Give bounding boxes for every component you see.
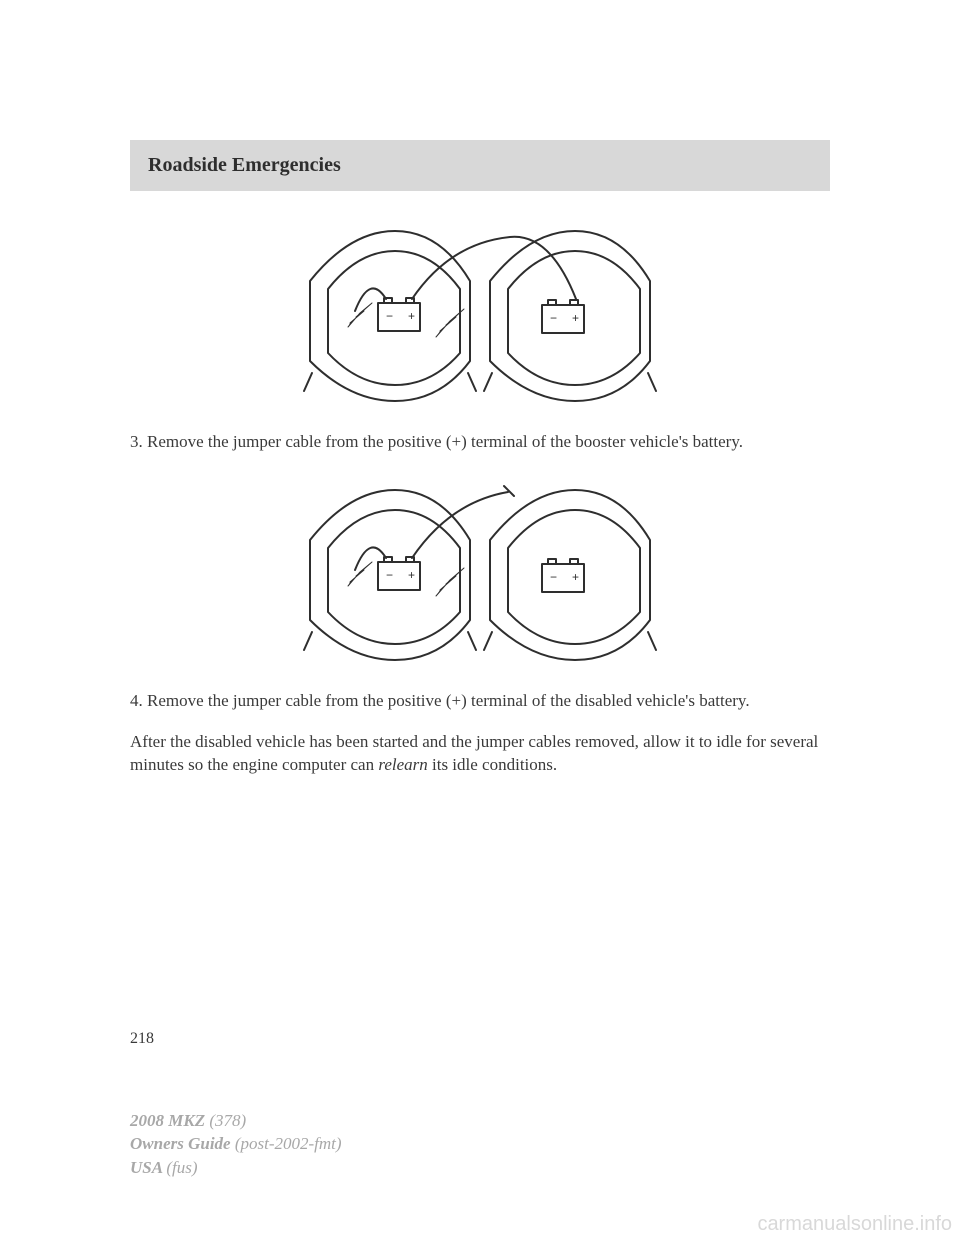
section-title: Roadside Emergencies: [148, 154, 812, 177]
footer-guide: Owners Guide: [130, 1134, 235, 1153]
after-suffix: its idle conditions.: [428, 755, 557, 774]
step-4-text: 4. Remove the jumper cable from the posi…: [130, 690, 830, 713]
svg-text:+: +: [408, 309, 415, 323]
footer-region: USA: [130, 1158, 166, 1177]
svg-text:−: −: [386, 309, 393, 323]
svg-text:+: +: [572, 311, 579, 325]
after-italic: relearn: [378, 755, 427, 774]
footer-line-3: USA (fus): [130, 1156, 342, 1180]
diagram-step-4-container: − + − +: [130, 472, 830, 672]
jumper-diagram-step-4: − + − +: [300, 472, 660, 667]
page-number: 218: [130, 1030, 154, 1048]
footer-model-code: (378): [209, 1111, 246, 1130]
section-header: Roadside Emergencies: [130, 140, 830, 191]
footer-line-1: 2008 MKZ (378): [130, 1109, 342, 1133]
diagram-step-3-container: − + − +: [130, 213, 830, 413]
svg-text:−: −: [550, 311, 557, 325]
svg-text:+: +: [408, 568, 415, 582]
svg-text:−: −: [386, 568, 393, 582]
jumper-diagram-step-3: − + − +: [300, 213, 660, 408]
svg-text:−: −: [550, 570, 557, 584]
step-3-text: 3. Remove the jumper cable from the posi…: [130, 431, 830, 454]
watermark: carmanualsonline.info: [757, 1213, 952, 1236]
svg-text:+: +: [572, 570, 579, 584]
after-text: After the disabled vehicle has been star…: [130, 731, 830, 777]
footer-model: 2008 MKZ: [130, 1111, 209, 1130]
footer-region-rest: (fus): [166, 1158, 197, 1177]
footer-guide-rest: (post-2002-fmt): [235, 1134, 342, 1153]
manual-page: Roadside Emergencies: [0, 0, 960, 1242]
footer-line-2: Owners Guide (post-2002-fmt): [130, 1132, 342, 1156]
footer-block: 2008 MKZ (378) Owners Guide (post-2002-f…: [130, 1109, 342, 1180]
